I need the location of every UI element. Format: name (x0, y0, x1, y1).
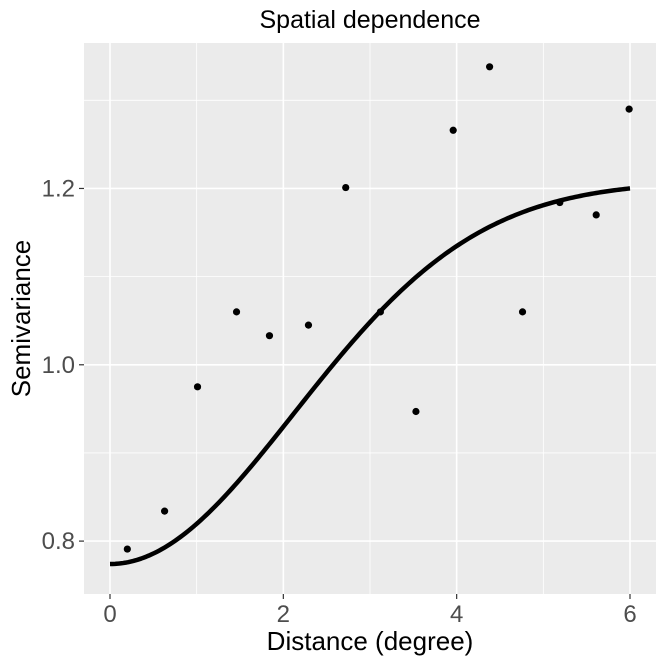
x-tick-label: 4 (450, 601, 463, 628)
y-axis-title: Semivariance (6, 240, 36, 398)
data-point (412, 407, 420, 416)
data-point (342, 183, 350, 192)
y-tick-label: 1.0 (42, 352, 75, 379)
data-point (518, 308, 527, 316)
x-axis: 0 2 4 6 (103, 594, 637, 628)
fitted-curve-layer (109, 186, 631, 567)
data-point (592, 211, 600, 219)
x-tick-label: 0 (103, 601, 116, 628)
data-point (376, 308, 384, 316)
data-point (193, 383, 202, 391)
major-grid (84, 43, 656, 594)
minor-grid (84, 43, 656, 594)
fitted-variogram-curve (109, 186, 631, 567)
data-point (123, 545, 131, 553)
data-point (304, 321, 313, 329)
x-axis-title: Distance (degree) (267, 626, 474, 656)
data-point (265, 332, 274, 340)
data-point (556, 198, 564, 207)
x-tick-label: 2 (277, 601, 290, 628)
y-tick-label: 0.8 (42, 528, 75, 555)
data-point (625, 105, 633, 113)
data-point (161, 507, 169, 515)
y-tick-label: 1.2 (42, 175, 75, 202)
data-point (486, 63, 494, 71)
x-tick-label: 6 (623, 601, 636, 628)
y-axis: 0.8 1.0 1.2 (42, 175, 84, 555)
data-point (449, 126, 457, 134)
chart-title: Spatial dependence (259, 6, 480, 34)
data-point (232, 308, 241, 316)
data-points (123, 63, 633, 553)
